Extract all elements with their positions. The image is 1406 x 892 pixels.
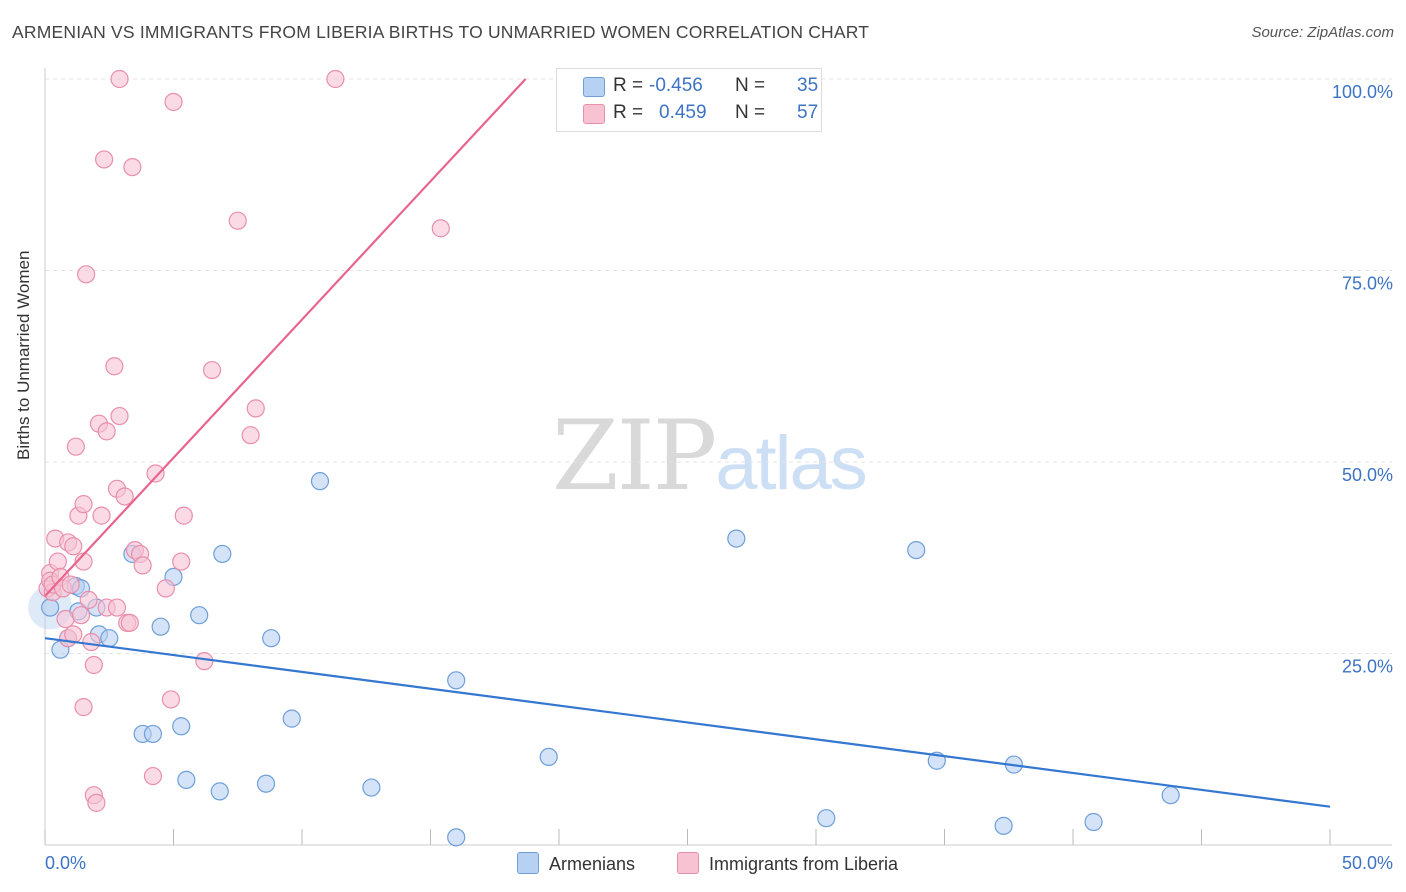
liberia-point <box>202 360 222 380</box>
bottom-legend-label-liberia: Immigrants from Liberia <box>709 854 899 874</box>
liberia-point <box>64 537 83 556</box>
legend-r-value-liberia: 0.459 <box>659 102 707 123</box>
liberia-point <box>120 613 139 632</box>
liberia-point <box>97 422 116 441</box>
armenians-point <box>817 809 836 828</box>
legend-r-label: R = <box>613 102 644 123</box>
liberia-point <box>115 487 134 506</box>
liberia-point <box>74 698 93 717</box>
x-tick-label: 50.0% <box>1342 853 1393 873</box>
liberia-point <box>241 426 260 445</box>
legend-n-value-liberia: 57 <box>797 102 819 123</box>
armenians-point <box>172 717 191 736</box>
watermark-atlas: atlas <box>715 421 868 506</box>
liberia-point <box>105 357 124 376</box>
liberia-point <box>66 437 85 456</box>
liberia-point <box>84 655 103 675</box>
liberia-point <box>48 552 67 571</box>
liberia-point <box>110 406 129 426</box>
liberia-point <box>61 575 80 594</box>
armenians-point <box>310 472 330 491</box>
liberia-point <box>95 150 114 169</box>
armenians-point <box>256 774 276 793</box>
liberia-point <box>77 265 96 284</box>
liberia-point <box>87 793 106 812</box>
legend-r-label: R = <box>613 75 644 96</box>
y-tick-label: 75.0% <box>1342 274 1393 294</box>
armenians-point <box>177 770 196 789</box>
armenians-point <box>1084 812 1103 832</box>
legend-swatch-armenians <box>583 77 605 97</box>
liberia-point <box>326 69 345 89</box>
armenians-point <box>282 709 301 728</box>
bottom-legend-label-armenians: Armenians <box>549 854 636 874</box>
armenians-point <box>151 617 170 636</box>
liberia-point <box>82 632 101 652</box>
armenians-point <box>727 529 746 548</box>
armenians-point <box>190 606 209 625</box>
liberia-trend-line <box>44 78 527 597</box>
liberia-point <box>195 652 214 671</box>
y-tick-label: 25.0% <box>1342 657 1393 677</box>
x-tick-label: 0.0% <box>45 853 86 873</box>
armenians-trend-line <box>44 637 1331 808</box>
liberia-point <box>172 552 191 571</box>
armenians-point <box>1161 786 1180 805</box>
liberia-point <box>246 399 265 418</box>
armenians-point <box>213 544 232 564</box>
liberia-point <box>79 590 98 609</box>
liberia-point <box>107 598 127 617</box>
chart-title: ARMENIAN VS IMMIGRANTS FROM LIBERIA BIRT… <box>12 22 870 42</box>
liberia-point <box>146 464 165 483</box>
armenians-point <box>447 671 466 690</box>
liberia-point <box>228 211 247 230</box>
y-axis-label: Births to Unmarried Women <box>14 250 33 460</box>
armenians-point <box>539 747 558 767</box>
armenians-point <box>210 782 229 801</box>
source-note: Source: ZipAtlas.com <box>1251 24 1394 41</box>
legend-n-value-armenians: 35 <box>797 75 819 96</box>
bottom-legend-swatch-liberia <box>677 852 699 874</box>
liberia-point <box>92 506 111 525</box>
watermark-zip: ZIP <box>552 400 717 512</box>
liberia-point <box>161 690 181 709</box>
liberia-point <box>156 579 175 598</box>
correlation-legend: R = -0.456 N = 35 R = 0.459 N = 57 <box>556 68 822 132</box>
armenians-point <box>907 540 926 560</box>
bottom-legend-armenians: Armenians <box>517 852 635 875</box>
liberia-point <box>133 556 152 575</box>
liberia-point <box>74 495 93 514</box>
liberia-point <box>123 157 142 177</box>
liberia-point <box>56 609 75 629</box>
liberia-point <box>164 92 183 112</box>
y-tick-label: 50.0% <box>1342 465 1393 485</box>
bottom-legend-swatch-armenians <box>517 852 539 874</box>
liberia-point <box>110 69 129 89</box>
bottom-legend-liberia: Immigrants from Liberia <box>677 852 898 875</box>
y-tick-label: 100.0% <box>1332 82 1393 102</box>
armenians-point <box>994 816 1013 835</box>
liberia-point <box>143 766 163 786</box>
liberia-point <box>431 219 450 238</box>
liberia-point <box>71 606 91 625</box>
liberia-point <box>174 506 193 525</box>
zipatlas-watermark: ZIPatlas <box>552 400 868 512</box>
legend-r-value-armenians: -0.456 <box>649 75 703 96</box>
legend-n-label: N = <box>735 102 766 123</box>
legend-n-label: N = <box>735 75 766 96</box>
armenians-point <box>362 778 381 797</box>
armenians-point <box>447 828 466 847</box>
armenians-point <box>41 598 60 617</box>
armenians-point <box>100 629 119 648</box>
legend-swatch-liberia <box>583 104 605 124</box>
armenians-point <box>143 724 163 744</box>
armenians-point <box>262 629 281 648</box>
